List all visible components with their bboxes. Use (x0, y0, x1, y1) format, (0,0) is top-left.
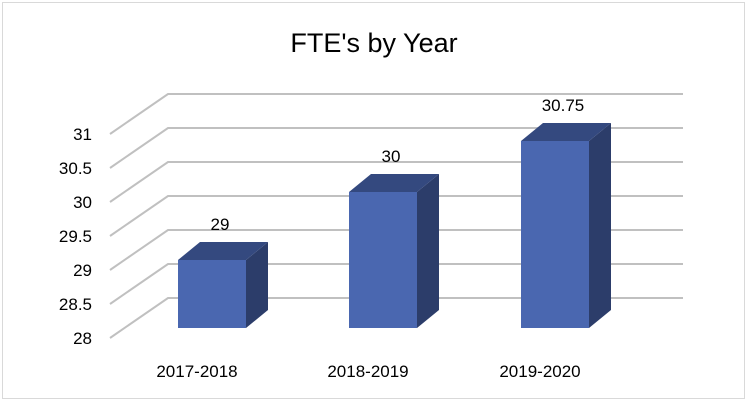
bar-side (589, 123, 611, 328)
gridline (109, 229, 683, 271)
bar-top (178, 242, 268, 260)
bar-front (521, 141, 589, 328)
gridline (109, 161, 683, 203)
data-label: 30 (382, 147, 401, 166)
bar-front (178, 260, 246, 328)
gridline (109, 127, 683, 169)
bar-side (246, 242, 268, 328)
data-label: 29 (211, 215, 230, 234)
x-category-label: 2019-2020 (499, 362, 580, 381)
bar (521, 123, 611, 328)
y-axis-ticks: 28 28.5 29 29.5 30 30.5 31 (59, 125, 92, 348)
data-labels: 29 30 30.75 (211, 96, 585, 234)
y-tick-label: 30 (73, 193, 92, 212)
data-label: 30.75 (542, 96, 585, 115)
bar (349, 174, 439, 328)
y-tick-label: 28.5 (59, 295, 92, 314)
bars (178, 123, 611, 328)
y-tick-label: 29.5 (59, 227, 92, 246)
y-tick-label: 28 (73, 329, 92, 348)
gridline (109, 93, 683, 135)
bar-top (349, 174, 439, 192)
chart-title: FTE's by Year (290, 28, 457, 58)
y-tick-label: 29 (73, 261, 92, 280)
bar-front (349, 192, 417, 328)
gridline (109, 263, 683, 305)
gridline (109, 297, 683, 339)
y-tick-label: 30.5 (59, 159, 92, 178)
gridline (109, 195, 683, 237)
y-tick-label: 31 (73, 125, 92, 144)
bar-top (521, 123, 611, 141)
bar-side (417, 174, 439, 328)
x-category-label: 2017-2018 (156, 362, 237, 381)
gridlines (109, 93, 683, 339)
x-category-label: 2018-2019 (327, 362, 408, 381)
bar (178, 242, 268, 328)
x-axis-categories: 2017-2018 2018-2019 2019-2020 (156, 362, 580, 381)
